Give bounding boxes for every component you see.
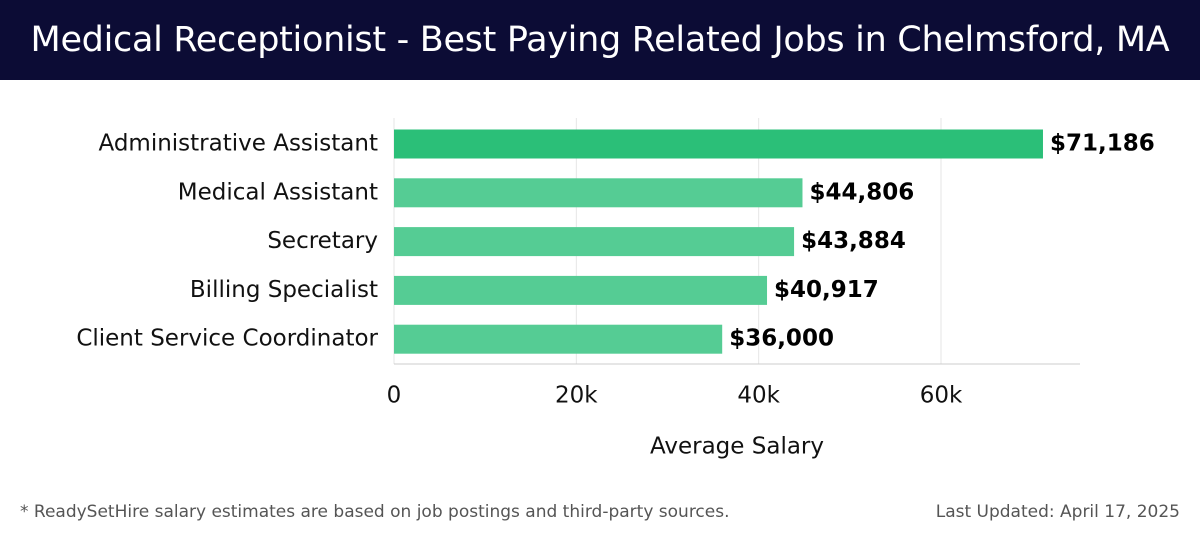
value-label-1: $44,806	[809, 179, 914, 205]
value-label-0: $71,186	[1050, 131, 1155, 157]
x-axis-title: Average Salary	[650, 434, 824, 460]
chart-title: Medical Receptionist - Best Paying Relat…	[30, 20, 1170, 60]
value-label-3: $40,917	[774, 277, 879, 303]
bar-2	[394, 227, 795, 257]
x-tick-label-3: 60k	[920, 383, 963, 409]
value-label-2: $43,884	[801, 228, 906, 254]
x-tick-label-0: 0	[387, 383, 402, 409]
last-updated: Last Updated: April 17, 2025	[935, 502, 1180, 522]
bar-4	[394, 324, 723, 354]
value-label-4: $36,000	[729, 326, 834, 352]
x-tick-label-1: 20k	[555, 383, 598, 409]
footnote: * ReadySetHire salary estimates are base…	[20, 502, 730, 522]
bar-3	[394, 275, 768, 305]
category-label-1: Medical Assistant	[178, 179, 378, 205]
category-label-0: Administrative Assistant	[98, 131, 378, 157]
bar-1	[394, 178, 803, 208]
bar-0	[394, 129, 1043, 159]
category-label-4: Client Service Coordinator	[76, 326, 378, 352]
category-label-2: Secretary	[267, 228, 378, 254]
category-label-3: Billing Specialist	[190, 277, 378, 303]
chart-header: Medical Receptionist - Best Paying Relat…	[0, 0, 1200, 80]
x-tick-label-2: 40k	[737, 383, 780, 409]
